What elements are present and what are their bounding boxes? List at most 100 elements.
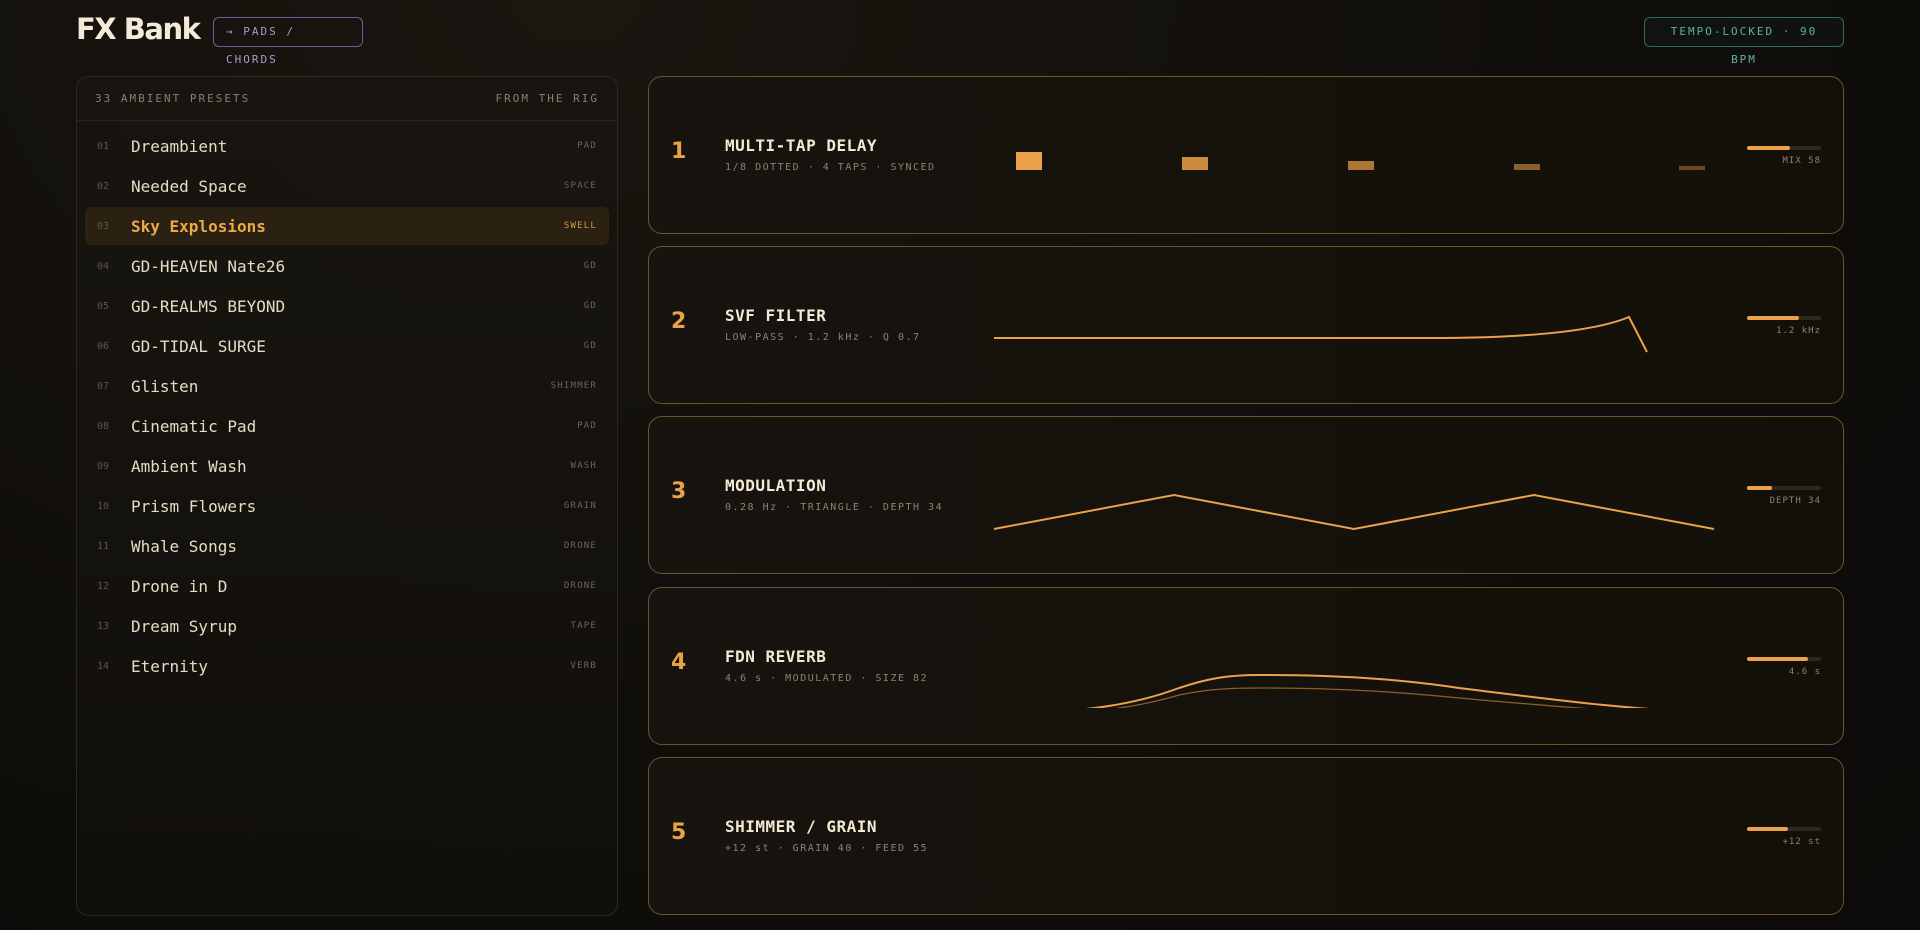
preset-number: 09 — [97, 460, 110, 472]
fx-subtitle: 0.28 Hz · TRIANGLE · DEPTH 34 — [725, 502, 944, 513]
preset-source-label: FROM THE RIG — [495, 92, 599, 105]
preset-number: 05 — [97, 300, 110, 312]
fx-meter-fill — [1747, 316, 1799, 320]
fx-meter-label: DEPTH 34 — [1769, 496, 1821, 506]
preset-tag: GD — [583, 261, 597, 271]
delay-tap-bar — [1348, 161, 1374, 170]
preset-tag: WASH — [570, 461, 597, 471]
mode-pill-button[interactable]: → PADS / CHORDS — [213, 17, 363, 66]
preset-item[interactable]: 09 Ambient Wash WASH — [85, 447, 609, 485]
preset-name: GD-REALMS BEYOND — [131, 296, 286, 316]
preset-item[interactable]: 08 Cinematic Pad PAD — [85, 407, 609, 445]
preset-item[interactable]: 11 Whale Songs DRONE — [85, 527, 609, 565]
preset-list: 01 Dreambient PAD 02 Needed Space SPACE 03 Sky … — [77, 121, 617, 693]
preset-number: 08 — [97, 420, 110, 432]
fx-card[interactable]: 5 SHIMMER / GRAIN +12 st · GRAIN 40 · FEED… — [648, 757, 1844, 915]
preset-name: Dreambient — [131, 136, 228, 156]
preset-item[interactable]: 02 Needed Space SPACE — [85, 167, 609, 205]
preset-item[interactable]: 13 Dream Syrup TAPE — [85, 607, 609, 645]
preset-tag: GD — [583, 301, 597, 311]
fx-meter-label: 4.6 s — [1788, 667, 1821, 677]
fx-title: FDN REVERB — [725, 647, 827, 666]
header: FX Bank → PADS / CHORDS TEMPO-LOCKED · 9… — [0, 0, 1920, 66]
fx-meter-fill — [1747, 146, 1790, 150]
preset-number: 10 — [97, 500, 110, 512]
fx-meter-label: 1.2 kHz — [1776, 326, 1821, 336]
preset-number: 13 — [97, 620, 110, 632]
preset-name: Ambient Wash — [131, 456, 247, 476]
fx-subtitle: +12 st · GRAIN 40 · FEED 55 — [725, 843, 929, 854]
fx-index: 2 — [671, 309, 687, 334]
preset-number: 04 — [97, 260, 110, 272]
preset-item[interactable]: 06 GD-TIDAL SURGE GD — [85, 327, 609, 365]
fx-visualizer — [994, 315, 1648, 353]
preset-panel: 33 AMBIENT PRESETS FROM THE RIG 01 Dreamb… — [76, 76, 618, 916]
fx-meter-label: +12 st — [1782, 837, 1821, 847]
preset-tag: GD — [583, 341, 597, 351]
fx-index: 1 — [671, 139, 687, 164]
preset-panel-header: 33 AMBIENT PRESETS FROM THE RIG — [77, 77, 617, 121]
fx-index: 4 — [671, 650, 687, 675]
preset-name: Prism Flowers — [131, 496, 257, 516]
preset-tag: DRONE — [563, 581, 597, 591]
fx-meter[interactable] — [1747, 657, 1821, 661]
preset-tag: SPACE — [563, 181, 597, 191]
preset-name: Glisten — [131, 376, 199, 396]
fx-title: SVF FILTER — [725, 306, 827, 325]
fx-card[interactable]: 1 MULTI-TAP DELAY 1/8 DOTTED · 4 TAPS · SY… — [648, 76, 1844, 234]
fx-meter-fill — [1747, 827, 1788, 831]
preset-tag: SHIMMER — [550, 381, 597, 391]
preset-tag: TAPE — [570, 621, 597, 631]
fx-title: SHIMMER / GRAIN — [725, 817, 877, 836]
fx-card[interactable]: 2 SVF FILTER LOW-PASS · 1.2 kHz · Q 0.7 1.2… — [648, 246, 1844, 404]
preset-tag: DRONE — [563, 541, 597, 551]
preset-item[interactable]: 03 Sky Explosions SWELL — [85, 207, 609, 245]
preset-item[interactable]: 01 Dreambient PAD — [85, 127, 609, 165]
fx-card[interactable]: 4 FDN REVERB 4.6 s · MODULATED · SIZE 82 4.… — [648, 587, 1844, 745]
preset-item[interactable]: 04 GD-HEAVEN Nate26 GD — [85, 247, 609, 285]
preset-item[interactable]: 05 GD-REALMS BEYOND GD — [85, 287, 609, 325]
preset-name: Eternity — [131, 656, 209, 676]
delay-tap-bar — [1182, 157, 1208, 170]
preset-number: 06 — [97, 340, 110, 352]
preset-number: 12 — [97, 580, 110, 592]
fx-meter[interactable] — [1747, 827, 1821, 831]
preset-number: 03 — [97, 220, 110, 232]
preset-count-label: 33 AMBIENT PRESETS — [95, 92, 251, 105]
preset-number: 14 — [97, 660, 110, 672]
reverb-envelope-curve — [1085, 673, 1650, 708]
preset-number: 02 — [97, 180, 110, 192]
preset-name: Dream Syrup — [131, 616, 237, 636]
fx-subtitle: 1/8 DOTTED · 4 TAPS · SYNCED — [725, 162, 936, 173]
fx-meter[interactable] — [1747, 316, 1821, 320]
preset-name: GD-TIDAL SURGE — [131, 336, 266, 356]
fx-card[interactable]: 3 MODULATION 0.28 Hz · TRIANGLE · DEPTH 34… — [648, 416, 1844, 574]
preset-tag: GRAIN — [563, 501, 597, 511]
fx-meter-fill — [1747, 486, 1773, 490]
brand-logo: FX Bank — [76, 12, 201, 46]
filter-response-curve — [994, 315, 1648, 353]
preset-name: Sky Explosions — [131, 216, 266, 236]
preset-item[interactable]: 12 Drone in D DRONE — [85, 567, 609, 605]
preset-tag: VERB — [570, 661, 597, 671]
preset-item[interactable]: 14 Eternity VERB — [85, 647, 609, 685]
delay-tap-bar — [1016, 152, 1042, 170]
fx-subtitle: 4.6 s · MODULATED · SIZE 82 — [725, 673, 929, 684]
fx-subtitle: LOW-PASS · 1.2 kHz · Q 0.7 — [725, 332, 921, 343]
lfo-waveform — [993, 493, 1715, 531]
fx-title: MODULATION — [725, 476, 827, 495]
fx-visualizer — [1085, 673, 1650, 708]
fx-title: MULTI-TAP DELAY — [725, 136, 877, 155]
reverb-tail-curve — [1114, 687, 1588, 708]
delay-tap-bar — [1679, 166, 1705, 170]
preset-tag: SWELL — [563, 221, 597, 231]
fx-meter[interactable] — [1747, 486, 1821, 490]
preset-name: Needed Space — [131, 176, 247, 196]
preset-item[interactable]: 07 Glisten SHIMMER — [85, 367, 609, 405]
preset-item[interactable]: 10 Prism Flowers GRAIN — [85, 487, 609, 525]
preset-number: 07 — [97, 380, 110, 392]
fx-meter[interactable] — [1747, 146, 1821, 150]
delay-tap-bar — [1514, 164, 1540, 170]
preset-name: Drone in D — [131, 576, 228, 596]
preset-tag: PAD — [577, 141, 597, 151]
